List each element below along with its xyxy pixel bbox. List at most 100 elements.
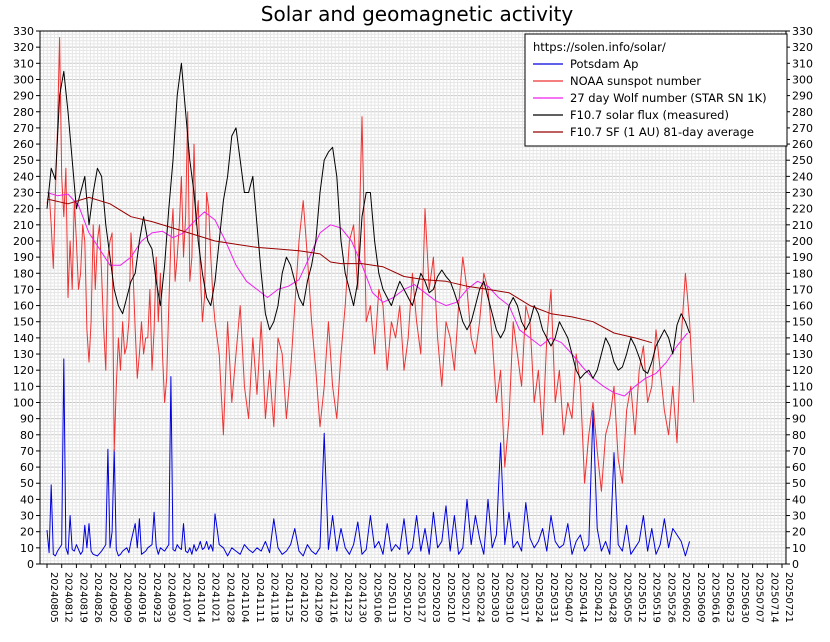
- y-tick-label-left: 320: [13, 41, 34, 54]
- x-tick-label: 20241230: [357, 572, 368, 623]
- x-tick-label: 20241028: [224, 572, 235, 623]
- y-tick-label-left: 60: [20, 461, 34, 474]
- y-tick-label-left: 220: [13, 203, 34, 216]
- x-tick-label: 20250127: [416, 572, 427, 623]
- x-tick-label: 20250721: [783, 572, 794, 623]
- legend-label: 27 day Wolf number (STAR SN 1K): [570, 91, 767, 105]
- y-tick-label-left: 0: [27, 558, 34, 571]
- y-tick-label-right: 190: [792, 251, 813, 264]
- x-tick-label: 20250113: [386, 572, 397, 623]
- x-tick-label: 20250331: [548, 572, 559, 623]
- y-tick-label-left: 270: [13, 122, 34, 135]
- x-tick-label: 20250519: [651, 572, 662, 623]
- legend-label: F10.7 solar flux (measured): [570, 108, 729, 122]
- y-tick-label-right: 60: [792, 461, 806, 474]
- x-tick-label: 20250224: [474, 572, 485, 623]
- x-tick-label: 20241202: [298, 572, 309, 623]
- plot-frame: [39, 30, 787, 565]
- series-line-0: [46, 358, 691, 557]
- y-tick-label-right: 130: [792, 348, 813, 361]
- y-tick-label-right: 160: [792, 300, 813, 313]
- y-tick-label-left: 140: [13, 332, 34, 345]
- y-tick-label-left: 210: [13, 219, 34, 232]
- x-tick-label: 20250414: [577, 572, 588, 623]
- x-tick-label: 20250428: [607, 572, 618, 623]
- axes: 0 0 10 10 20 20 30 30 40 40 50 50 60 60 70 70 80 80 90 90 10…: [13, 25, 813, 623]
- y-tick-label-left: 90: [20, 413, 34, 426]
- x-tick-label: 20250630: [739, 572, 750, 623]
- x-tick-label: 20240826: [92, 572, 103, 623]
- y-tick-label-left: 180: [13, 267, 34, 280]
- series-line-1: [46, 37, 695, 492]
- x-tick-label: 20241007: [180, 572, 191, 623]
- y-tick-label-left: 30: [20, 510, 34, 523]
- legend-label: Potsdam Ap: [570, 57, 638, 71]
- x-tick-label: 20250512: [636, 572, 647, 623]
- y-tick-label-right: 120: [792, 364, 813, 377]
- y-tick-label-left: 10: [20, 542, 34, 555]
- y-tick-label-left: 230: [13, 187, 34, 200]
- y-tick-label-right: 10: [792, 542, 806, 555]
- y-tick-label-right: 0: [792, 558, 799, 571]
- x-tick-label: 20250407: [563, 572, 574, 623]
- legend-label: F10.7 SF (1 AU) 81-day average: [570, 125, 754, 139]
- series-line-3: [46, 62, 691, 379]
- x-tick-label: 20250310: [504, 572, 515, 623]
- x-tick-label: 20250714: [768, 572, 779, 623]
- x-tick-label: 20250526: [665, 572, 676, 623]
- x-tick-label: 20250324: [533, 572, 544, 623]
- y-tick-label-right: 90: [792, 413, 806, 426]
- x-tick-label: 20250707: [754, 572, 765, 623]
- x-tick-label: 20250106: [371, 572, 382, 623]
- x-tick-label: 20240930: [166, 572, 177, 623]
- y-tick-label-left: 170: [13, 283, 34, 296]
- x-tick-label: 20250210: [445, 572, 456, 623]
- x-tick-label: 20240819: [77, 572, 88, 623]
- y-tick-label-right: 200: [792, 235, 813, 248]
- series-layer: [46, 37, 695, 557]
- series-line-2: [46, 192, 688, 397]
- y-tick-label-right: 230: [792, 187, 813, 200]
- y-tick-label-right: 300: [792, 73, 813, 86]
- y-tick-label-left: 20: [20, 526, 34, 539]
- chart-title: Solar and geomagnetic activity: [261, 2, 574, 26]
- y-tick-label-left: 150: [13, 316, 34, 329]
- x-tick-label: 20241118: [269, 572, 280, 623]
- y-tick-label-left: 260: [13, 138, 34, 151]
- y-tick-label-right: 330: [792, 25, 813, 38]
- legend-source-note: https://solen.info/solar/: [533, 40, 666, 54]
- y-tick-label-right: 140: [792, 332, 813, 345]
- x-tick-label: 20241216: [327, 572, 338, 623]
- y-tick-label-right: 260: [792, 138, 813, 151]
- y-tick-label-left: 110: [13, 380, 34, 393]
- y-tick-label-right: 220: [792, 203, 813, 216]
- x-tick-label: 20250303: [489, 572, 500, 623]
- y-tick-label-right: 70: [792, 445, 806, 458]
- x-tick-label: 20240923: [151, 572, 162, 623]
- y-tick-label-right: 150: [792, 316, 813, 329]
- x-tick-label: 20241209: [313, 572, 324, 623]
- y-tick-label-right: 270: [792, 122, 813, 135]
- y-tick-label-left: 120: [13, 364, 34, 377]
- y-tick-label-left: 70: [20, 445, 34, 458]
- legend-label: NOAA sunspot number: [570, 74, 701, 88]
- y-tick-label-left: 130: [13, 348, 34, 361]
- y-tick-label-left: 80: [20, 429, 34, 442]
- x-tick-label: 20241014: [195, 572, 206, 623]
- x-tick-label: 20250623: [724, 572, 735, 623]
- x-tick-label: 20250203: [430, 572, 441, 623]
- x-tick-label: 20241111: [254, 572, 265, 623]
- y-tick-label-left: 50: [20, 477, 34, 490]
- y-tick-label-right: 310: [792, 57, 813, 70]
- x-tick-label: 20241021: [210, 572, 221, 623]
- y-tick-label-left: 330: [13, 25, 34, 38]
- x-tick-label: 20250217: [460, 572, 471, 623]
- series-line-4: [46, 196, 652, 344]
- y-tick-label-left: 190: [13, 251, 34, 264]
- y-tick-label-left: 100: [13, 396, 34, 409]
- y-tick-label-right: 20: [792, 526, 806, 539]
- y-tick-label-right: 30: [792, 510, 806, 523]
- y-tick-label-right: 40: [792, 493, 806, 506]
